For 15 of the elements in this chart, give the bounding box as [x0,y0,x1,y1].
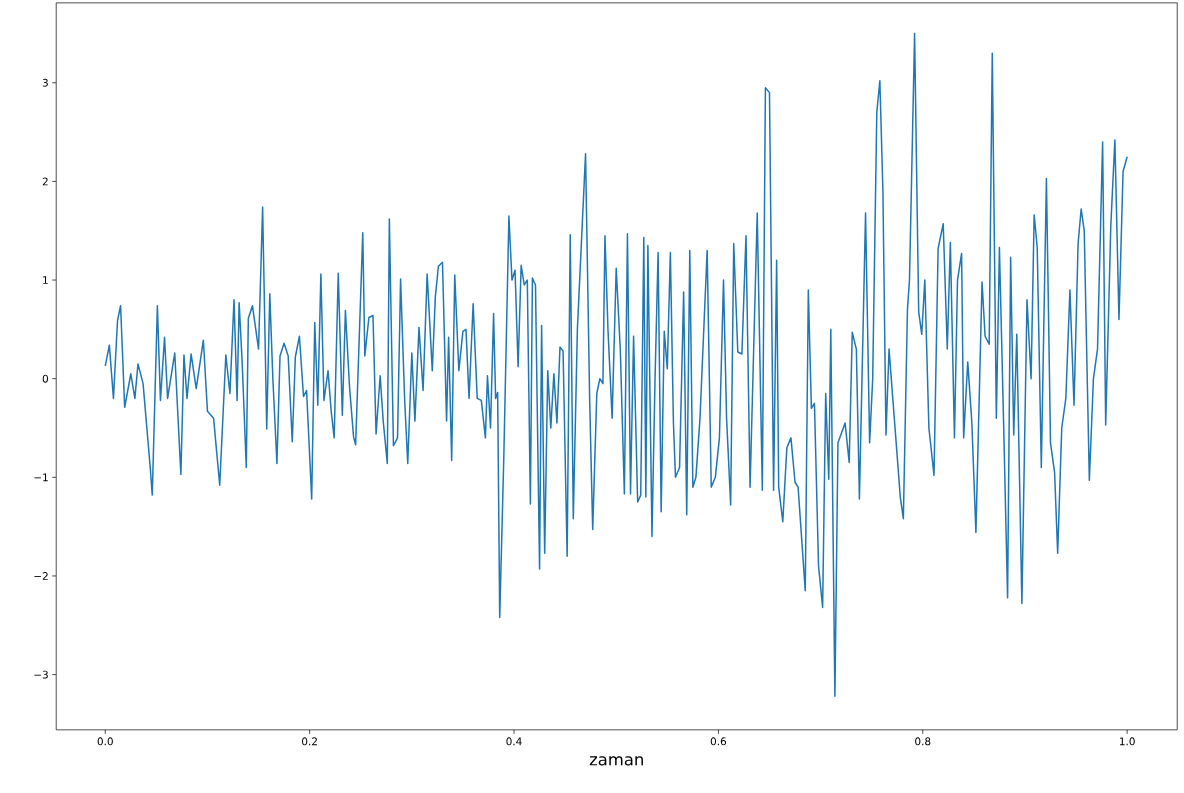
x-tick-label: 1.0 [1119,737,1135,746]
y-tick-label: 2 [42,177,48,186]
x-tick-label: 0.8 [915,737,931,746]
x-tick-label: 0.0 [97,737,113,746]
line-series [104,32,1128,698]
y-tick-label: 0 [42,374,48,383]
x-axis-title: zaman [589,756,643,766]
y-tick-label: 3 [42,78,48,87]
y-tick-label: −3 [34,670,48,679]
y-tick-label: −1 [34,473,48,482]
y-tick-label: 1 [43,276,48,284]
x-tick-label: 0.4 [506,737,522,746]
x-tick-label: 0.6 [710,737,727,746]
x-tick-label: 0.2 [302,737,317,746]
y-tick-label: −2 [34,572,48,580]
